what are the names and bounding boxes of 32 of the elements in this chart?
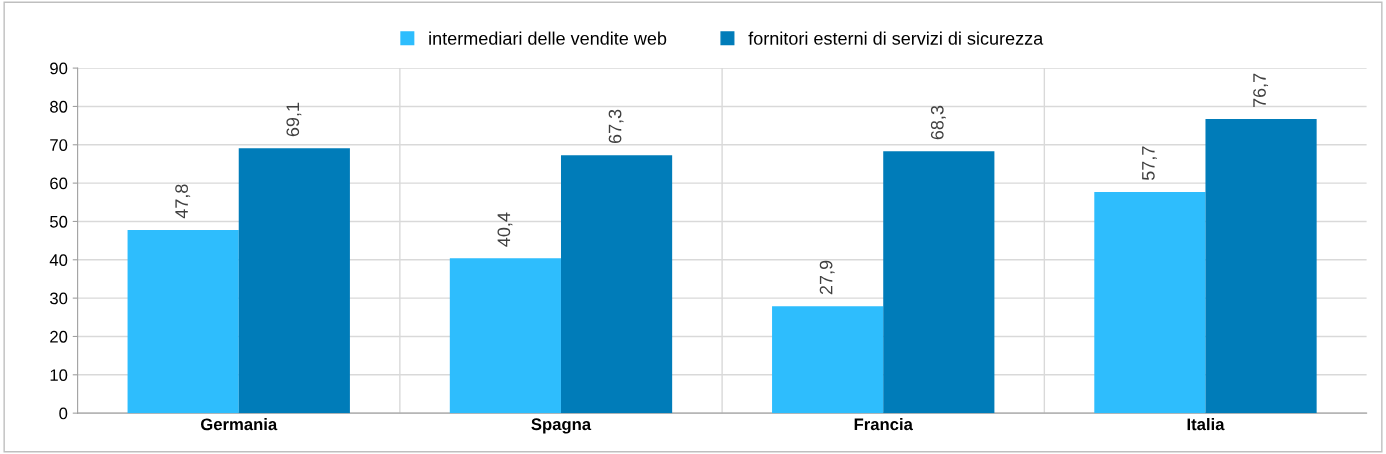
- x-tick-label: Germania: [200, 418, 278, 431]
- bar: [1094, 191, 1206, 414]
- y-tick-label: 50: [50, 215, 68, 228]
- y-tick-label: 90: [50, 62, 68, 75]
- data-label: 40,4: [497, 212, 513, 247]
- y-tick-label: 80: [50, 100, 68, 113]
- bar: [560, 155, 673, 414]
- bar: [883, 151, 995, 414]
- x-tick-label: Francia: [854, 418, 913, 431]
- bar: [449, 258, 561, 414]
- y-tick-label: 60: [50, 177, 68, 190]
- y-tick-label: 20: [50, 330, 68, 343]
- data-label: 27,9: [819, 260, 835, 295]
- bar: [127, 229, 239, 414]
- data-label: 57,7: [1142, 146, 1157, 181]
- data-label: 76,7: [1253, 73, 1269, 108]
- data-label: 68,3: [930, 105, 946, 140]
- y-tick-label: 10: [50, 369, 68, 382]
- bar: [238, 148, 350, 414]
- data-label: 67,3: [608, 109, 624, 144]
- legend-label: fornitori esterni di servizi di sicurezza: [748, 31, 1044, 45]
- y-tick-label: 30: [49, 292, 68, 305]
- bar: [1205, 119, 1317, 414]
- y-tick-label: 0: [59, 407, 68, 420]
- x-tick-label: Italia: [1187, 418, 1225, 431]
- bar: [772, 306, 884, 414]
- data-label: 69,1: [286, 102, 302, 137]
- data-label: 47,8: [175, 184, 191, 219]
- legend-label: intermediari delle vendite web: [429, 31, 667, 45]
- y-tick-label: 70: [50, 139, 68, 151]
- y-tick-label: 40: [49, 254, 68, 266]
- x-tick-label: Spagna: [531, 418, 592, 434]
